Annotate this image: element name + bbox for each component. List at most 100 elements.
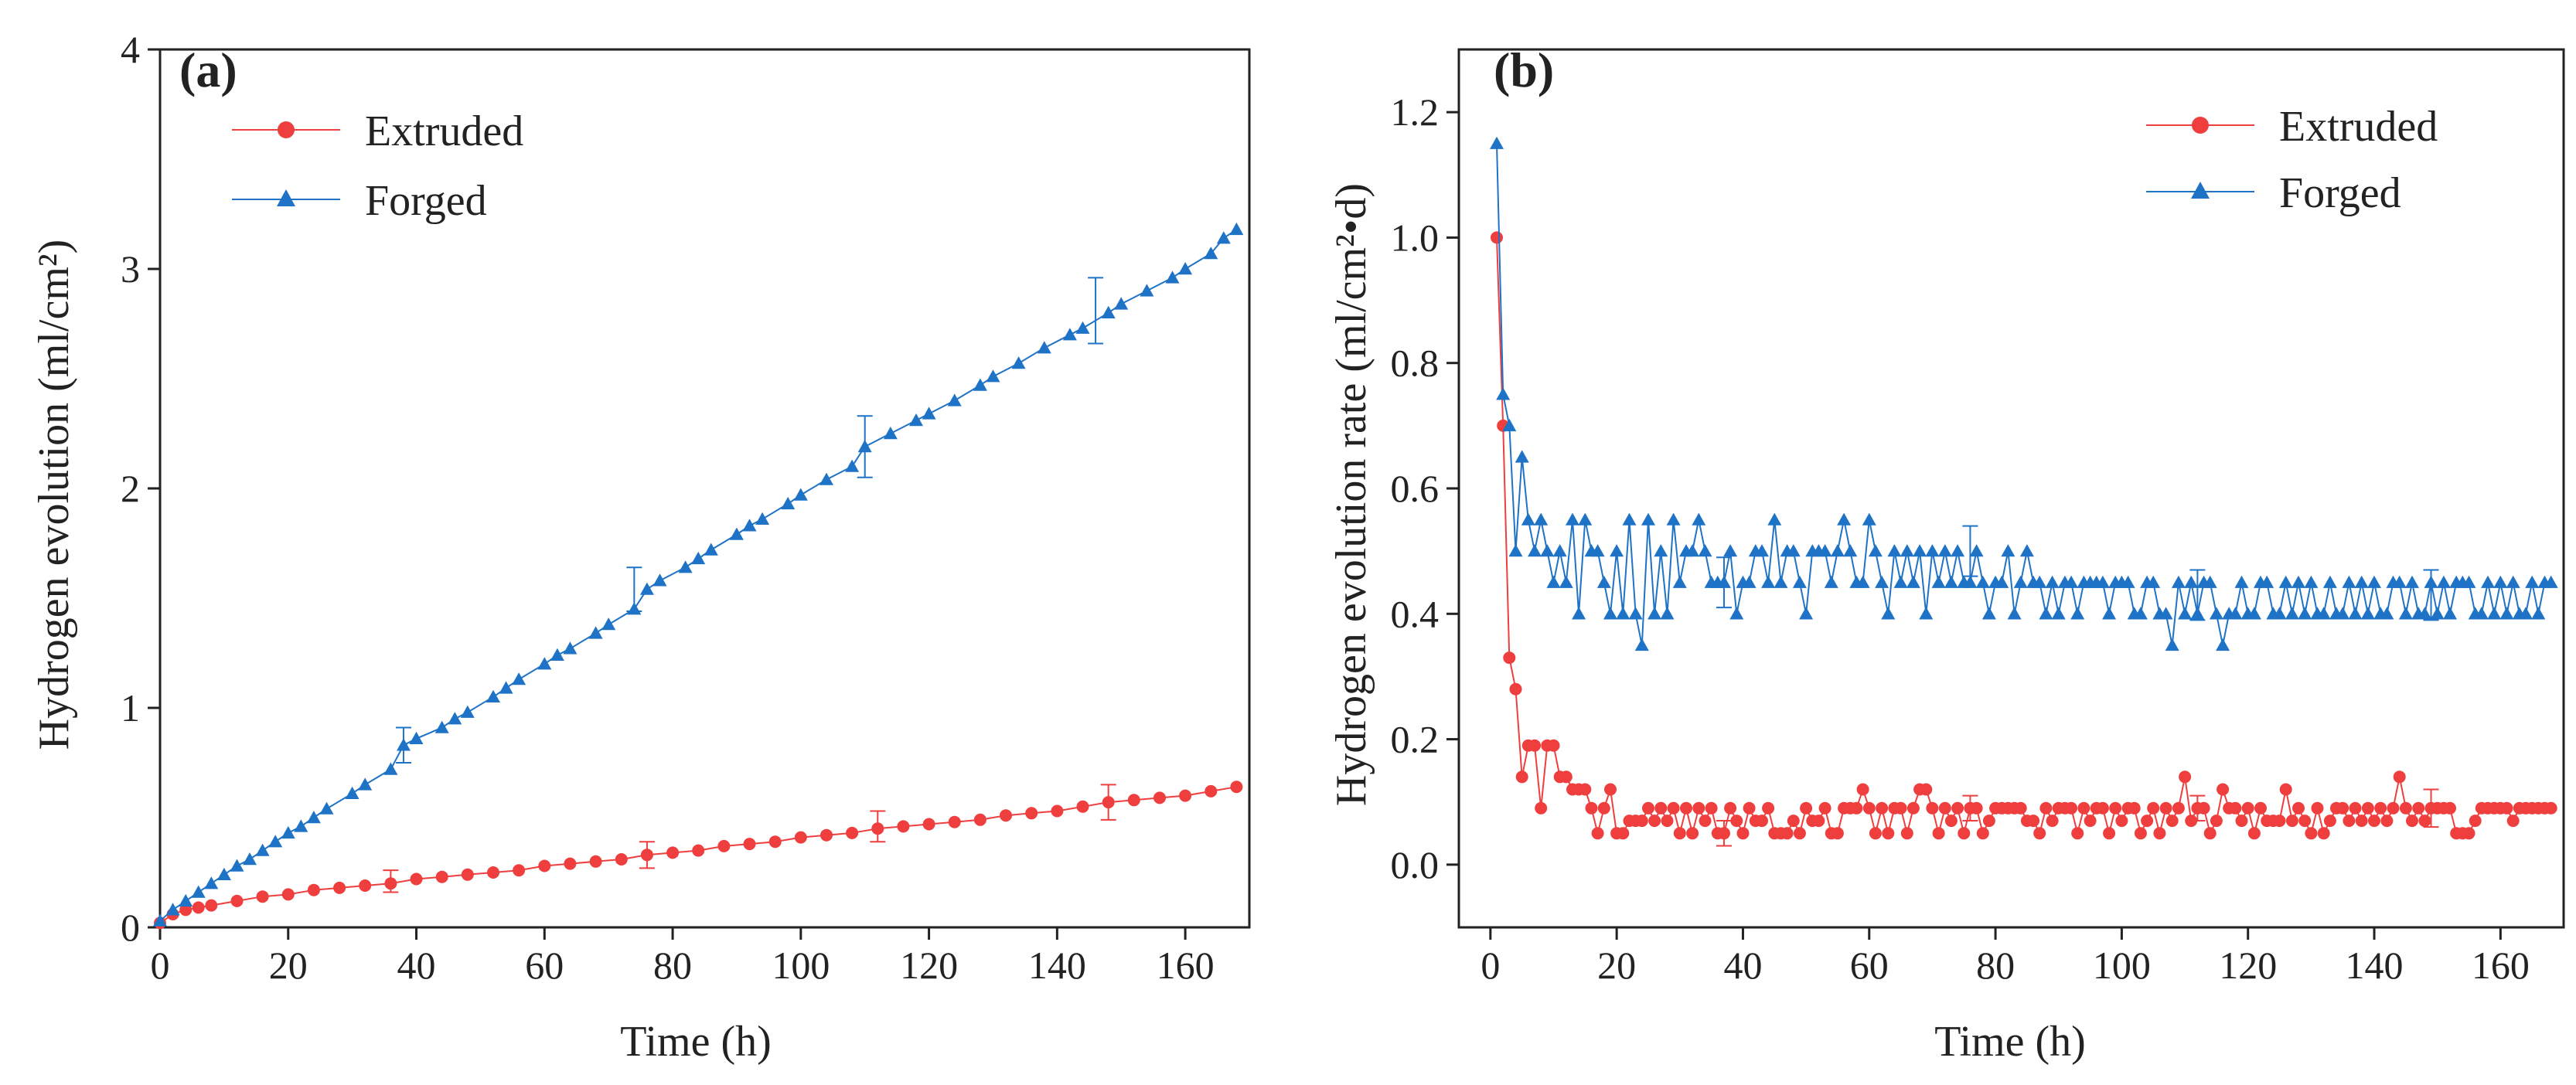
panel-b-extruded-point: [2103, 827, 2116, 840]
panel-b-extruded-point: [2544, 801, 2557, 815]
panel-b-forged-point: [2506, 575, 2520, 588]
panel-b-forged-point: [2146, 575, 2161, 588]
panel-b-extruded-point: [1579, 783, 1592, 796]
panel-b-forged-point: [1490, 136, 1504, 149]
panel-a-extruded-point: [1000, 809, 1012, 822]
panel-b-extruded-point: [1756, 815, 1768, 828]
panel-b-forged-point: [1786, 544, 1801, 557]
panel-b-forged-point: [1919, 607, 1934, 620]
panel-b-forged-point: [1875, 575, 1889, 588]
panel-a-extruded-point: [307, 883, 320, 896]
panel-b-forged-point: [2209, 607, 2223, 620]
panel-b-extruded-point: [1762, 801, 1775, 815]
panel-a-series-forged: [153, 222, 1244, 927]
panel-a-forged-point: [165, 903, 180, 916]
panel-a-forged-point: [345, 786, 359, 799]
panel-a-forged-point: [294, 819, 308, 832]
panel-b-extruded-point: [1648, 815, 1661, 828]
panel-b-forged-point: [1566, 512, 1579, 525]
panel-a-extruded-point: [1102, 796, 1115, 809]
panel-b-x-tick-label: 0: [1481, 944, 1500, 987]
panel-a-x-tick-label: 160: [1157, 944, 1215, 987]
panel-a-forged-point: [691, 551, 706, 565]
panel-a-extruded-point: [230, 894, 244, 907]
panel-b-extruded-point: [1491, 231, 1503, 244]
panel-a-extruded-point: [973, 813, 986, 826]
panel-a-extruded-point: [871, 822, 884, 835]
panel-b-forged-point: [2499, 607, 2514, 620]
panel-b-forged-point: [2064, 575, 2079, 588]
panel-b-extruded-point: [2374, 801, 2387, 815]
panel-a-extruded-point: [846, 826, 859, 839]
panel-a-x-axis-title: Time (h): [620, 1018, 772, 1066]
panel-b-forged-point: [2171, 575, 2186, 588]
panel-b-extruded-point: [1787, 815, 1800, 828]
panel-b-forged-point: [2285, 607, 2299, 620]
panel-a-forged-point: [793, 488, 808, 501]
panel-a-forged-point: [243, 852, 257, 866]
panel-a-x-tick-label: 140: [1028, 944, 1086, 987]
panel-a-x-tick-label: 20: [269, 944, 308, 987]
panel-b-extruded-point: [2380, 815, 2394, 828]
panel-b-extruded-point: [1686, 827, 1699, 840]
panel-b-extruded-point: [1528, 739, 1541, 752]
panel-b-forged-point: [1660, 607, 1675, 620]
panel-a-forged-point: [729, 527, 744, 540]
panel-b-extruded-point: [2355, 815, 2368, 828]
panel-b-extruded-point: [1617, 827, 1630, 840]
panel-b-forged-point: [2216, 638, 2230, 651]
panel-a-y-tick-label: 4: [121, 28, 140, 71]
panel-a-forged-point: [216, 867, 231, 880]
panel-b-series-extruded: [1491, 231, 2557, 847]
panel-b-y-axis-title: Hydrogen evolution rate (ml/cm²•d): [1327, 183, 1375, 806]
panel-a-forged-point: [179, 893, 193, 907]
panel-b-extruded-point: [1944, 815, 1958, 828]
panel-b-extruded-point: [2065, 801, 2078, 815]
panel-a-forged-point: [627, 602, 642, 615]
panel-b-extruded-point: [2084, 815, 2097, 828]
panel-b-extruded-point: [2349, 801, 2362, 815]
panel-b-extruded-point: [1705, 801, 1718, 815]
panel-b-forged-point: [1616, 607, 1630, 620]
panel-b-extruded-point: [2179, 770, 2192, 784]
panel-b-extruded-point: [1818, 801, 1831, 815]
panel-a-forged-point: [499, 681, 513, 694]
panel-b-forged-point: [1634, 638, 1649, 651]
panel-b-forged-point: [1843, 544, 1858, 557]
panel-a-forged-point: [281, 825, 295, 839]
panel-a-forged-point: [460, 705, 475, 718]
panel-b-forged-point: [1792, 575, 1807, 588]
panel-b-extruded-point: [2469, 815, 2482, 828]
panel-b-forged-point: [2544, 575, 2558, 588]
panel-b-forged-point: [1692, 512, 1706, 525]
panel-b-forged-point: [1855, 575, 1870, 588]
panel-a-forged-point: [1229, 222, 1244, 236]
panel-b-forged-point: [2190, 607, 2205, 620]
legend-extruded-marker: [2192, 117, 2209, 134]
panel-a-forged-point: [383, 762, 398, 775]
panel-b-forged-point: [1824, 575, 1838, 588]
panel-b-extruded-point: [2506, 815, 2520, 828]
panel-b-extruded-point: [2279, 783, 2292, 796]
panel-b-forged-point: [1761, 575, 1776, 588]
panel-a-forged-point: [1140, 284, 1154, 297]
panel-a-extruded-point: [256, 890, 269, 903]
panel-b-forged-point: [1900, 544, 1914, 557]
panel-a-forged-point: [986, 369, 1000, 383]
panel-a-forged-point: [1075, 321, 1090, 334]
panel-b-forged-point: [1515, 450, 1529, 463]
panel-a-x-tick-label: 60: [525, 944, 564, 987]
panel-b-extruded-point: [1597, 801, 1610, 815]
panel-a-extruded-point: [897, 820, 910, 833]
panel-b-forged-point: [2247, 607, 2261, 620]
panel-b-forged-point: [2481, 575, 2495, 588]
panel-b-forged-point: [2133, 607, 2148, 620]
panel-a-forged-point: [883, 427, 898, 440]
panel-b-axes: 0 20 40 60 80 100 120 140 160 0.0 0.2 0.4 0.6 0.8 1.0 1…: [1391, 48, 2565, 987]
panel-b-forged-point: [1698, 544, 1712, 557]
panel-b-y-tick-label: 0.0: [1391, 843, 1440, 886]
panel-a-extruded-point: [615, 853, 628, 866]
panel-a-x-tick-label: 0: [151, 944, 170, 987]
